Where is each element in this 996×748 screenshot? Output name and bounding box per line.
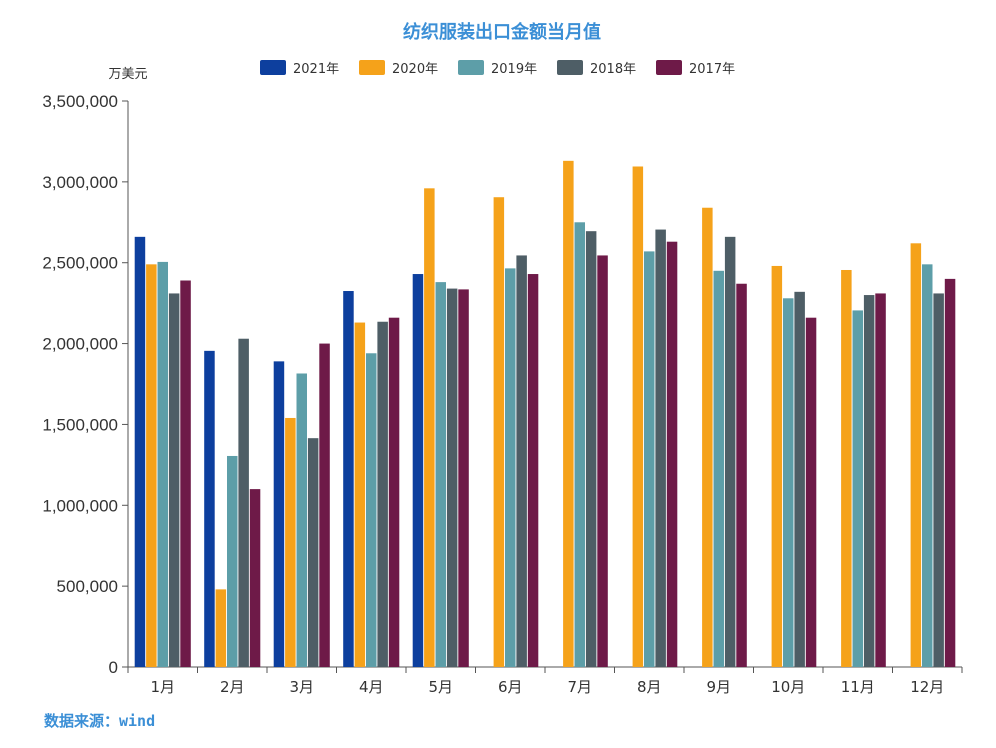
bar bbox=[644, 251, 655, 667]
bar bbox=[863, 295, 875, 667]
bar bbox=[794, 291, 805, 667]
y-axis-unit-label: 万美元 bbox=[108, 67, 147, 82]
x-tick-label: 8月 bbox=[637, 678, 662, 696]
bar bbox=[273, 361, 285, 667]
bar bbox=[354, 322, 366, 667]
bar bbox=[736, 283, 747, 667]
chart-title: 纺织服装出口金额当月值 bbox=[403, 21, 601, 43]
y-tick-label: 1,500,000 bbox=[42, 415, 118, 434]
bar bbox=[377, 321, 388, 667]
bar bbox=[424, 188, 435, 667]
legend-swatch-0 bbox=[260, 60, 286, 75]
axes: 0 500,000 1,000,000 1,500,000 2,000,000 2,500… bbox=[42, 92, 963, 696]
legend-swatch-2 bbox=[458, 60, 484, 75]
y-tick-label: 3,500,000 bbox=[42, 92, 118, 111]
bar bbox=[527, 274, 539, 667]
bar bbox=[307, 438, 319, 667]
bar bbox=[724, 236, 736, 667]
bar bbox=[632, 166, 644, 667]
bar bbox=[215, 589, 227, 667]
bar bbox=[227, 455, 238, 667]
legend-label-4: 2017年 bbox=[689, 62, 735, 77]
bar bbox=[666, 241, 678, 668]
legend-swatch-4 bbox=[656, 60, 682, 75]
bar bbox=[783, 298, 794, 667]
x-tick-label: 7月 bbox=[567, 678, 592, 696]
x-tick-label: 6月 bbox=[498, 678, 523, 696]
bar bbox=[505, 268, 516, 667]
bar bbox=[157, 261, 168, 667]
y-tick-label: 500,000 bbox=[57, 577, 118, 596]
y-tick-label: 0 bbox=[109, 658, 118, 677]
bar bbox=[435, 282, 446, 667]
bar bbox=[933, 293, 944, 667]
bar bbox=[249, 489, 261, 667]
x-tick-label: 3月 bbox=[289, 678, 314, 696]
bar bbox=[944, 278, 956, 667]
y-tick-label: 2,000,000 bbox=[42, 335, 118, 354]
bar bbox=[204, 350, 215, 667]
bar bbox=[597, 255, 608, 668]
bar bbox=[713, 270, 724, 667]
bar bbox=[180, 280, 191, 667]
bar bbox=[238, 338, 249, 667]
y-tick-label: 1,000,000 bbox=[42, 496, 118, 515]
bar bbox=[366, 353, 377, 667]
bar bbox=[805, 317, 817, 667]
bar bbox=[702, 207, 713, 667]
bar bbox=[771, 265, 783, 667]
bar bbox=[841, 269, 852, 667]
y-tick-label: 3,000,000 bbox=[42, 173, 118, 192]
x-tick-label: 12月 bbox=[910, 678, 944, 696]
legend-label-0: 2021年 bbox=[293, 62, 339, 77]
bar bbox=[296, 373, 307, 667]
bar bbox=[285, 417, 296, 667]
legend-swatch-1 bbox=[359, 60, 385, 75]
bar bbox=[319, 343, 330, 667]
bar bbox=[412, 274, 424, 667]
x-tick-label: 4月 bbox=[359, 678, 384, 696]
bar bbox=[585, 231, 597, 667]
bars bbox=[134, 160, 956, 668]
bar bbox=[134, 236, 146, 667]
bar bbox=[493, 197, 505, 667]
bar bbox=[574, 222, 585, 668]
bar bbox=[516, 255, 527, 668]
legend-label-2: 2019年 bbox=[491, 62, 537, 77]
bar bbox=[655, 229, 666, 667]
bar bbox=[563, 160, 574, 667]
legend: 2021年 2020年 2019年 2018年 2017年 bbox=[260, 60, 735, 77]
legend-swatch-3 bbox=[557, 60, 583, 75]
x-tick-label: 2月 bbox=[220, 678, 245, 696]
x-tick-label: 5月 bbox=[428, 678, 453, 696]
bar bbox=[343, 291, 354, 667]
x-tick-label: 9月 bbox=[706, 678, 731, 696]
bar bbox=[922, 264, 933, 667]
bar bbox=[168, 293, 180, 667]
bar bbox=[458, 289, 469, 667]
bar bbox=[910, 243, 922, 667]
bar bbox=[388, 317, 400, 667]
legend-label-3: 2018年 bbox=[590, 62, 636, 77]
bar bbox=[852, 310, 863, 667]
x-tick-label: 10月 bbox=[771, 678, 805, 696]
bar bbox=[446, 288, 458, 667]
y-tick-label: 2,500,000 bbox=[42, 254, 118, 273]
bar bbox=[875, 293, 886, 667]
data-source-note: 数据来源：wind bbox=[44, 712, 155, 730]
bar bbox=[146, 264, 157, 667]
legend-label-1: 2020年 bbox=[392, 62, 438, 77]
x-tick-label: 1月 bbox=[150, 678, 175, 696]
x-tick-label: 11月 bbox=[841, 678, 875, 696]
